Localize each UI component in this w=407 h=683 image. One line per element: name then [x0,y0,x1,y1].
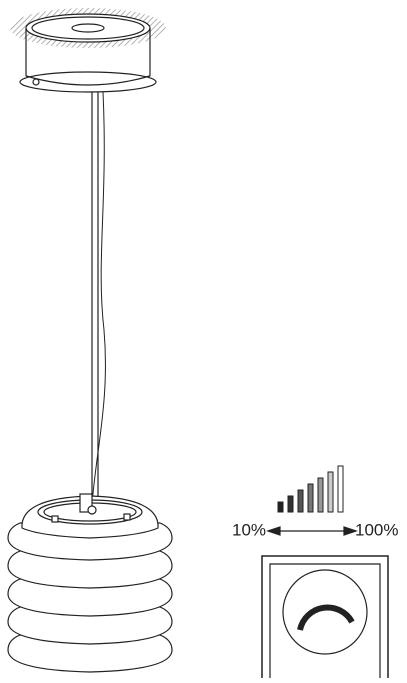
lamp-shade [7,493,173,673]
min-label: 10% [232,520,266,539]
dimmer-bars [277,465,344,513]
canopy [10,8,166,93]
suspension [91,91,106,506]
dimmer-switch [261,555,389,678]
max-label: 100% [355,520,398,539]
range-arrow [266,526,358,536]
